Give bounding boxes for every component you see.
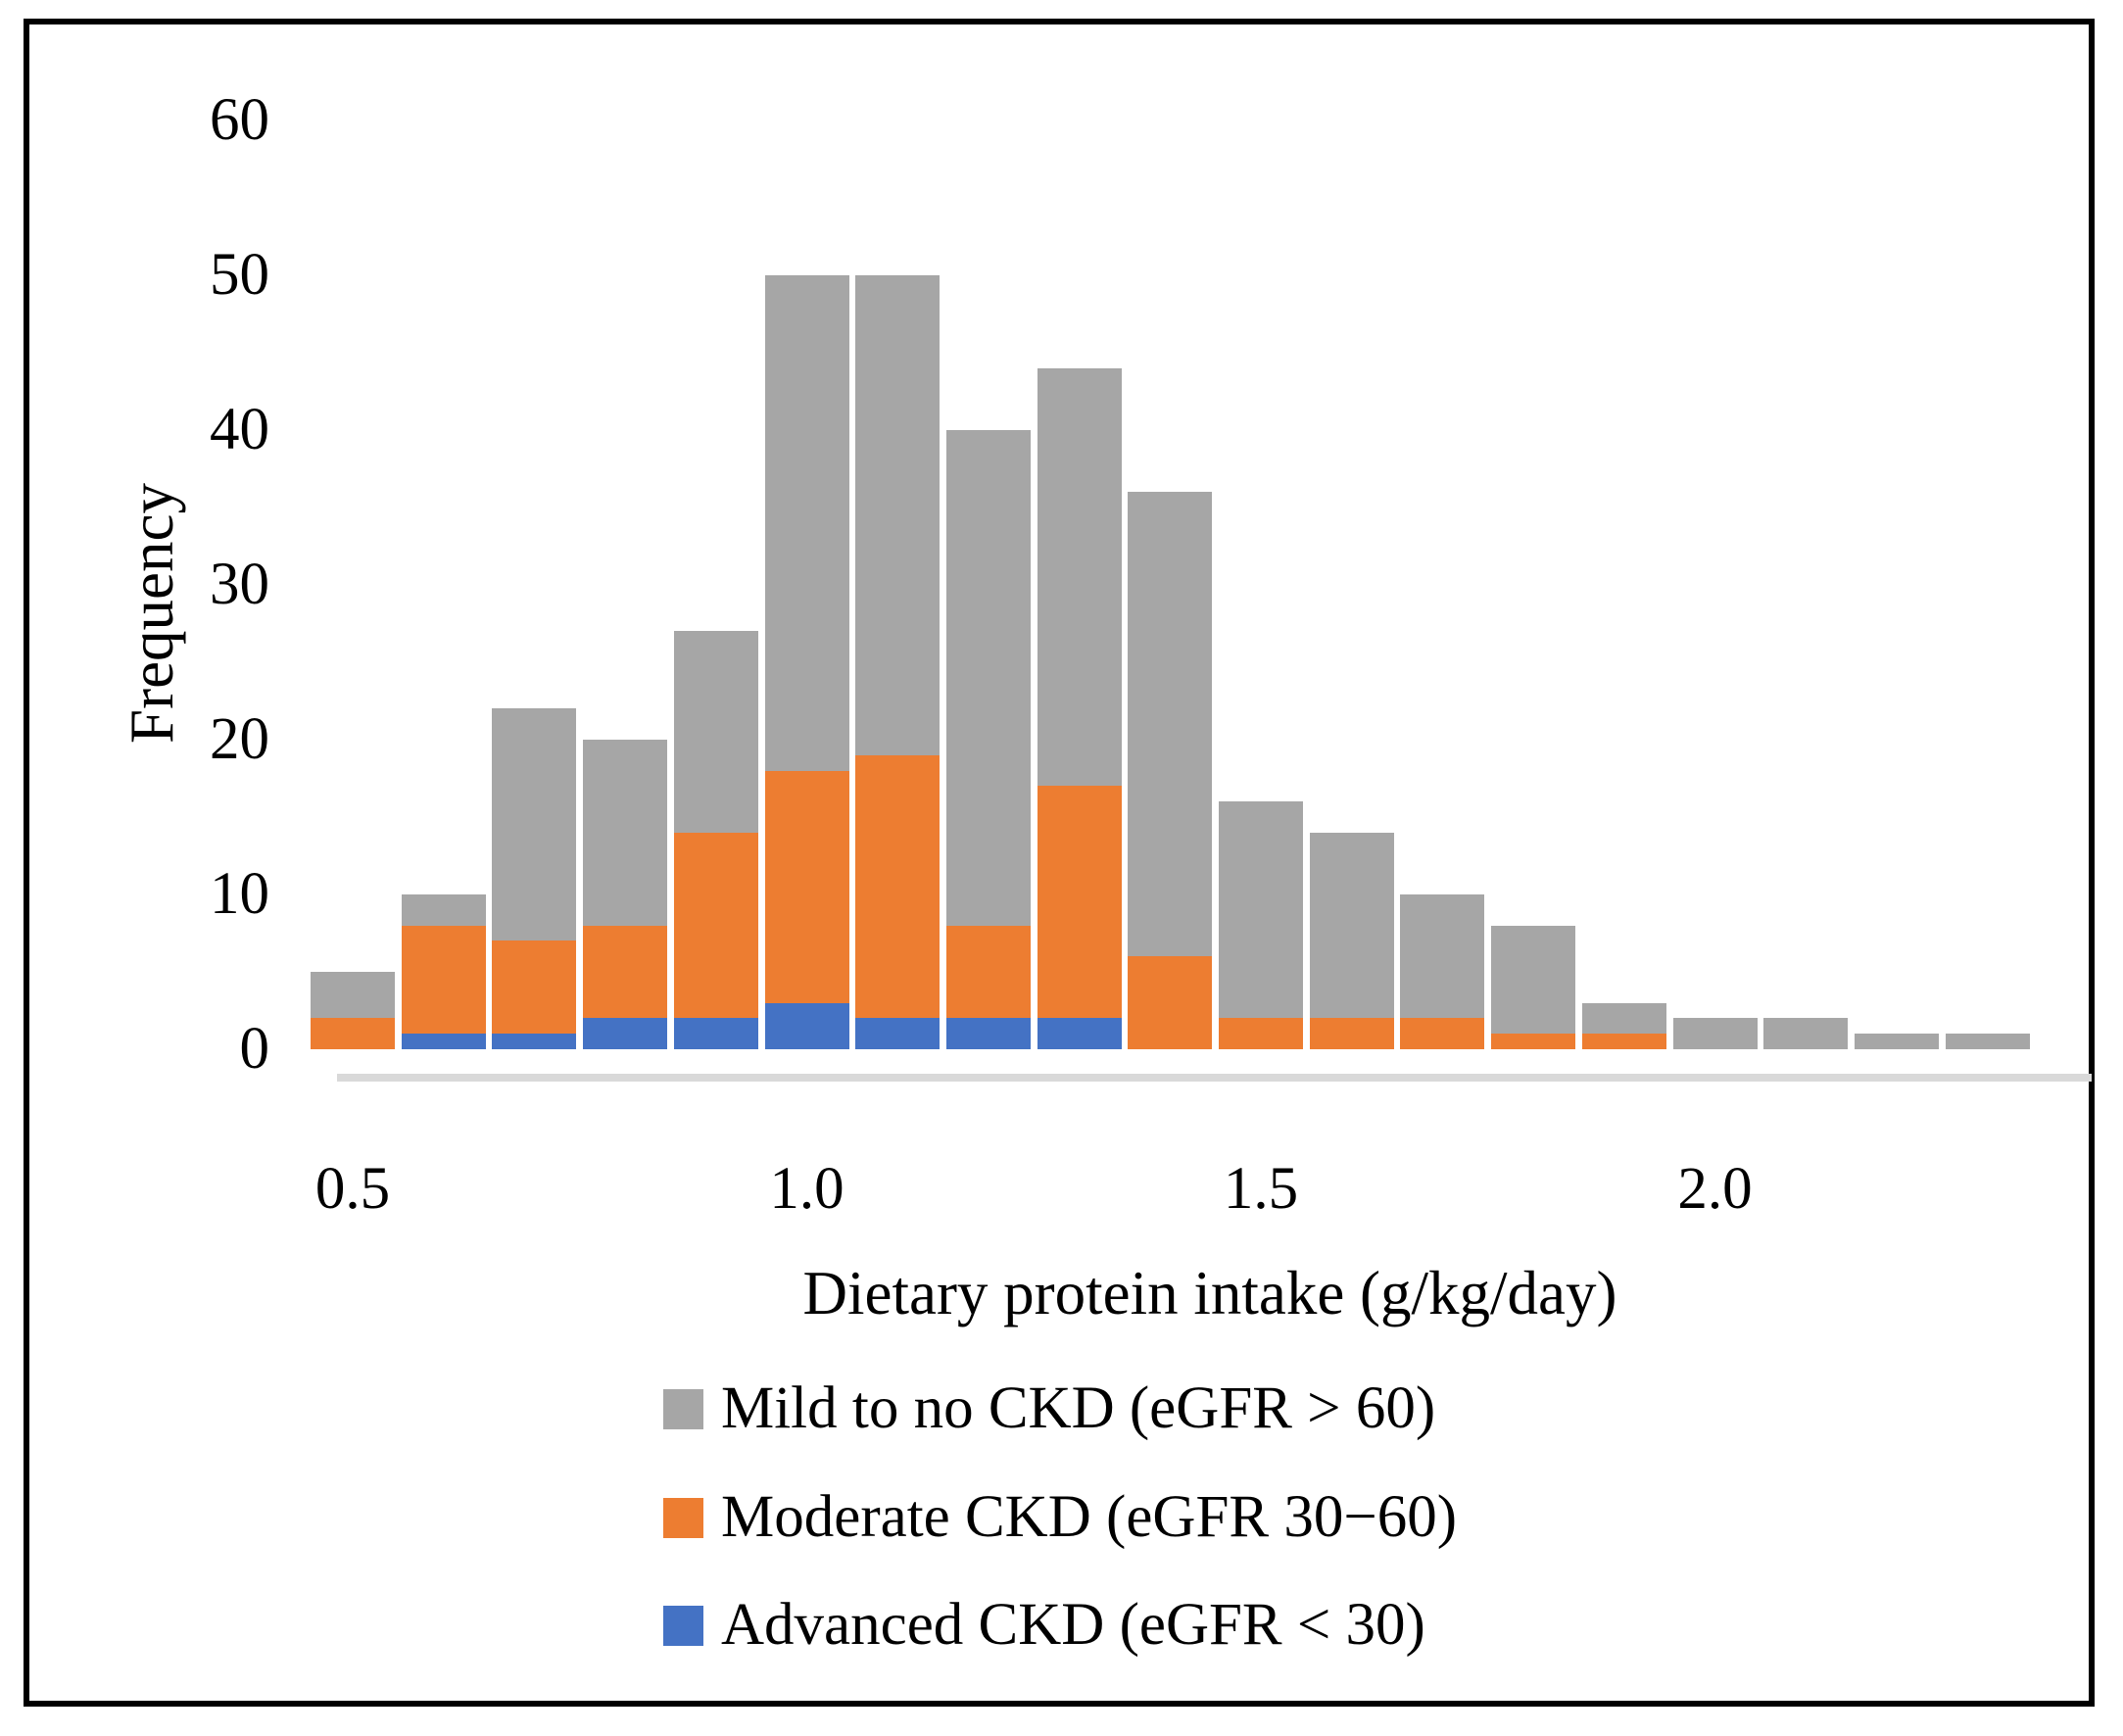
legend-label-advanced: Advanced CKD (eGFR < 30) [721, 1592, 1425, 1658]
bar-1.7-segment-mild [1400, 894, 1485, 1019]
moderate-ckd-swatch-icon [663, 1497, 703, 1538]
bar-1.9-segment-moderate [1581, 1034, 1666, 1049]
bar-1.0-segment-moderate [764, 770, 849, 1003]
bar-0.8-segment-mild [583, 740, 668, 926]
bar-1.0-segment-advanced [764, 1002, 849, 1049]
bar-0.7-segment-mild [492, 708, 577, 941]
bar-1.3-segment-moderate [1037, 786, 1122, 1019]
bar-1.9-segment-mild [1581, 1002, 1666, 1035]
bar-1.4-segment-mild [1128, 492, 1213, 957]
bar-0.5-segment-moderate [311, 1018, 395, 1049]
bar-1.3-segment-advanced [1037, 1018, 1122, 1049]
chart-frame: Frequency 0 10 20 30 40 50 60 0.5 1.0 1.5 2.0 Die… [24, 19, 2095, 1707]
bar-1.5-segment-moderate [1219, 1018, 1303, 1049]
x-axis-baseline [337, 1074, 2092, 1082]
bar-0.6-segment-mild [401, 894, 486, 926]
y-tick-label-60: 60 [210, 87, 269, 153]
bar-0.8-segment-moderate [583, 925, 668, 1019]
legend-item-advanced: Advanced CKD (eGFR < 30) [663, 1588, 1425, 1663]
bar-1.8-segment-moderate [1491, 1034, 1576, 1049]
bar-2.1-segment-mild [1763, 1018, 1849, 1049]
y-tick-label-20: 20 [210, 706, 269, 772]
bar-0.9-segment-mild [673, 631, 758, 833]
bar-1.3-segment-mild [1037, 367, 1122, 787]
bar-0.6-segment-advanced [401, 1034, 486, 1049]
bar-0.7-segment-advanced [492, 1034, 577, 1049]
bar-1.2-segment-advanced [945, 1018, 1031, 1049]
y-tick-label-0: 0 [239, 1016, 270, 1082]
bar-1.6-segment-mild [1309, 832, 1394, 1019]
bar-0.9-segment-advanced [673, 1018, 758, 1049]
bar-1.2-segment-mild [945, 430, 1031, 926]
x-tick-label-1.5: 1.5 [1223, 1156, 1299, 1222]
y-tick-label-50: 50 [210, 242, 269, 308]
y-tick-label-30: 30 [210, 552, 269, 617]
y-tick-label-10: 10 [210, 861, 269, 927]
bar-0.8-segment-advanced [583, 1018, 668, 1049]
mild-ckd-swatch-icon [663, 1388, 703, 1429]
bar-1.1-segment-moderate [855, 754, 941, 1019]
bar-1.5-segment-mild [1219, 801, 1303, 1019]
x-tick-label-2.0: 2.0 [1677, 1156, 1753, 1222]
bar-0.6-segment-moderate [401, 925, 486, 1035]
advanced-ckd-swatch-icon [663, 1605, 703, 1646]
bar-1.1-segment-mild [855, 275, 941, 755]
bar-0.9-segment-moderate [673, 832, 758, 1019]
bar-1.2-segment-moderate [945, 925, 1031, 1019]
legend-item-mild: Mild to no CKD (eGFR > 60) [663, 1372, 1435, 1446]
legend-label-moderate: Moderate CKD (eGFR 30−60) [721, 1484, 1458, 1550]
legend-item-moderate: Moderate CKD (eGFR 30−60) [663, 1480, 1457, 1555]
bar-1.7-segment-moderate [1400, 1018, 1485, 1049]
bar-2.3-segment-mild [1945, 1034, 2030, 1049]
bar-2.2-segment-mild [1854, 1034, 1939, 1049]
bar-1.4-segment-moderate [1128, 956, 1213, 1049]
legend-label-mild: Mild to no CKD (eGFR > 60) [721, 1375, 1436, 1441]
bar-2.0-segment-mild [1672, 1018, 1758, 1049]
bar-1.8-segment-mild [1491, 925, 1576, 1035]
bar-1.0-segment-mild [764, 275, 849, 771]
y-tick-label-40: 40 [210, 397, 269, 462]
bar-0.5-segment-mild [311, 972, 395, 1019]
x-tick-label-1.0: 1.0 [769, 1156, 844, 1222]
bar-1.6-segment-moderate [1309, 1018, 1394, 1049]
x-tick-label-0.5: 0.5 [314, 1156, 391, 1222]
x-axis-title: Dietary protein intake (g/kg/day) [802, 1259, 1617, 1327]
bar-1.1-segment-advanced [855, 1018, 941, 1049]
bar-0.7-segment-moderate [492, 940, 577, 1035]
